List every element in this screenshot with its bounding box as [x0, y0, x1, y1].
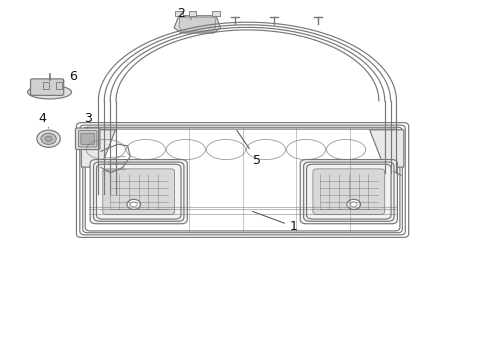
Text: 3: 3 [84, 112, 92, 128]
Polygon shape [369, 130, 404, 167]
FancyBboxPatch shape [30, 79, 64, 95]
FancyBboxPatch shape [300, 159, 397, 224]
Ellipse shape [27, 85, 72, 99]
FancyBboxPatch shape [392, 163, 402, 168]
Text: 4: 4 [39, 112, 49, 128]
FancyBboxPatch shape [80, 125, 405, 235]
FancyBboxPatch shape [85, 129, 400, 231]
FancyBboxPatch shape [392, 158, 402, 163]
Polygon shape [174, 16, 220, 33]
FancyBboxPatch shape [304, 162, 394, 221]
Circle shape [392, 175, 405, 185]
FancyBboxPatch shape [76, 123, 409, 237]
Circle shape [100, 198, 109, 204]
FancyBboxPatch shape [96, 194, 113, 208]
FancyBboxPatch shape [97, 164, 181, 219]
Polygon shape [179, 17, 216, 31]
FancyBboxPatch shape [56, 82, 62, 89]
Circle shape [41, 133, 56, 144]
FancyBboxPatch shape [75, 128, 100, 149]
Polygon shape [81, 130, 116, 167]
Circle shape [130, 202, 137, 207]
FancyBboxPatch shape [313, 169, 385, 215]
FancyBboxPatch shape [189, 12, 196, 16]
Circle shape [127, 199, 141, 210]
FancyBboxPatch shape [43, 82, 49, 89]
FancyBboxPatch shape [94, 162, 184, 221]
Circle shape [350, 202, 357, 207]
FancyBboxPatch shape [81, 134, 95, 144]
FancyBboxPatch shape [212, 12, 220, 16]
FancyBboxPatch shape [90, 159, 187, 224]
Circle shape [45, 136, 52, 141]
FancyBboxPatch shape [83, 127, 402, 233]
Text: 2: 2 [177, 7, 191, 20]
FancyBboxPatch shape [175, 12, 183, 16]
FancyBboxPatch shape [307, 164, 391, 219]
FancyBboxPatch shape [392, 153, 402, 158]
FancyBboxPatch shape [103, 169, 174, 215]
Text: 6: 6 [63, 69, 77, 82]
Text: 1: 1 [252, 211, 298, 233]
Text: 5: 5 [237, 130, 261, 167]
Circle shape [37, 130, 60, 147]
Circle shape [347, 199, 361, 210]
FancyBboxPatch shape [78, 131, 97, 147]
